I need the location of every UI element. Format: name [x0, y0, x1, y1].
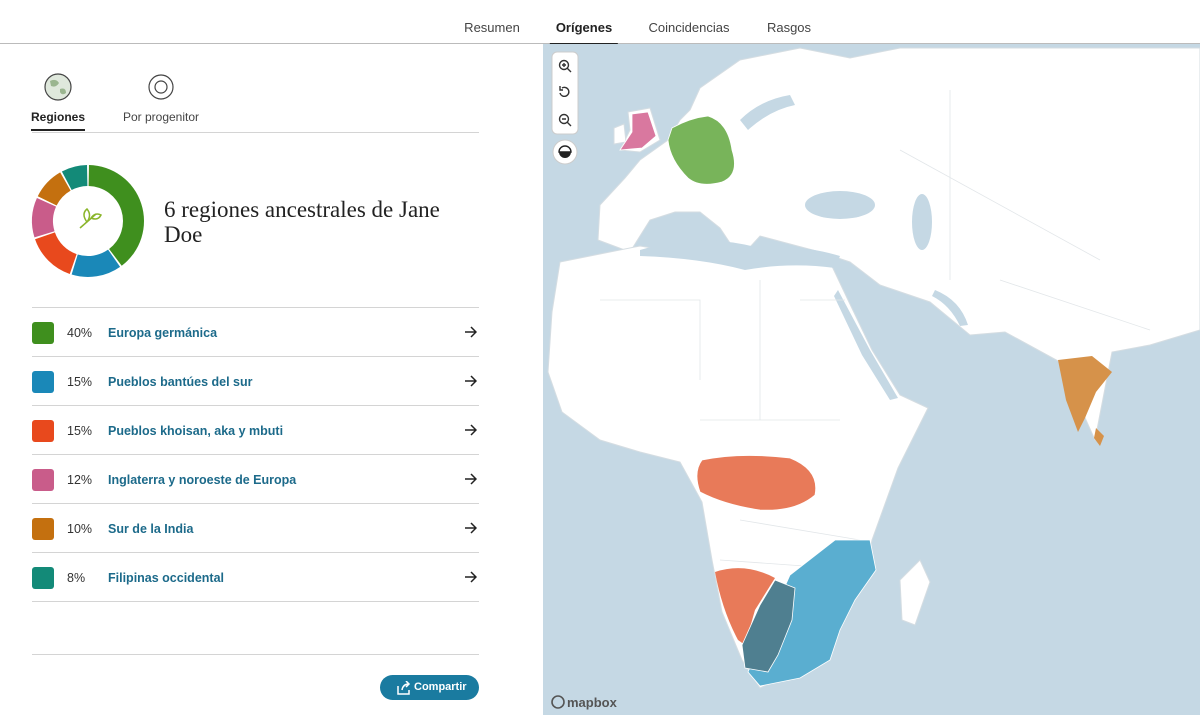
- zoom-out[interactable]: [558, 113, 570, 125]
- region-name: Pueblos khoisan, aka y mbuti: [108, 424, 284, 438]
- reset[interactable]: [559, 86, 570, 97]
- parent-icon[interactable]: [148, 74, 174, 100]
- view-tab[interactable]: Por progenitor: [122, 110, 200, 124]
- map-attribution: mapbox: [567, 695, 618, 710]
- region-percent: 15%: [67, 424, 93, 438]
- region-swatch: [32, 567, 54, 589]
- region-germanic: [667, 115, 735, 185]
- summary-title: 6 regiones ancestrales de Jane Doe: [164, 197, 440, 247]
- divider: [32, 601, 479, 602]
- globe-land: [50, 79, 66, 95]
- region-name: Pueblos bantúes del sur: [108, 375, 253, 389]
- inland-seas: [640, 95, 968, 400]
- divider: [32, 405, 479, 406]
- region-row[interactable]: 12% Inglaterra y noroeste de Europa: [32, 455, 479, 504]
- arrow-icon: [465, 571, 477, 583]
- map-controls: [551, 51, 579, 165]
- arrow-icon: [465, 522, 477, 534]
- contrast-icon-fill: [559, 152, 571, 158]
- divider: [32, 454, 479, 455]
- donut-segment: [61, 165, 88, 191]
- zoom-controls: [551, 51, 579, 135]
- left-panel: Regiones Por progenitor 6 regiones ancest…: [0, 44, 543, 715]
- arrow-path: [465, 522, 477, 534]
- arrow-icon: [465, 424, 477, 436]
- zoom-in[interactable]: [558, 59, 570, 71]
- region-swatch: [32, 469, 54, 491]
- arrow-path: [465, 326, 477, 338]
- divider: [32, 503, 479, 504]
- nav-tab[interactable]: Coincidencias: [648, 20, 730, 35]
- donut-segment: [35, 232, 77, 274]
- region-percent: 12%: [67, 473, 93, 487]
- region-swatch: [32, 371, 54, 393]
- mapbox-logo: [551, 695, 565, 709]
- region-row[interactable]: 15% Pueblos bantúes del sur: [32, 357, 479, 406]
- arrow-icon: [465, 375, 477, 387]
- region-swatch: [32, 420, 54, 442]
- region-england: [619, 111, 657, 151]
- region-overlap: [741, 579, 796, 673]
- donut-segment: [88, 165, 144, 266]
- map[interactable]: mapbox: [543, 44, 1200, 715]
- top-nav: Resumen Orígenes Coincidencias Rasgos: [0, 0, 1200, 45]
- region-percent: 15%: [67, 375, 93, 389]
- region-name: Sur de la India: [108, 522, 194, 536]
- leaf-icon: [79, 207, 103, 229]
- region-swatch: [32, 322, 54, 344]
- arrow-path: [465, 571, 477, 583]
- contrast-icon: [558, 145, 572, 153]
- divider: [32, 307, 479, 308]
- donut-segment: [37, 172, 71, 206]
- region-name: Filipinas occidental: [108, 571, 224, 585]
- ancestry-regions: [619, 111, 1112, 687]
- region-percent: 10%: [67, 522, 93, 536]
- arrow-path: [465, 375, 477, 387]
- region-south-india: [1058, 356, 1112, 446]
- globe-icon[interactable]: [44, 73, 72, 101]
- donut-segment: [71, 249, 121, 277]
- region-khoisan: [715, 568, 775, 645]
- region-name: Europa germánica: [108, 326, 218, 340]
- region-row[interactable]: 8% Filipinas occidental: [32, 553, 479, 602]
- region-name: Inglaterra y noroeste de Europa: [108, 473, 297, 487]
- divider: [32, 552, 479, 553]
- donut-chart: [31, 165, 144, 277]
- borders: [600, 90, 1151, 571]
- share-icon: [397, 681, 411, 695]
- arrow-path: [465, 473, 477, 485]
- region-row[interactable]: 10% Sur de la India: [32, 504, 479, 553]
- divider: [32, 654, 479, 655]
- region-percent: 40%: [67, 326, 93, 340]
- share-label: Compartir: [414, 681, 467, 693]
- view-icons: [44, 73, 174, 101]
- region-row[interactable]: 15% Pueblos khoisan, aka y mbuti: [32, 406, 479, 455]
- nav-tab[interactable]: Rasgos: [766, 20, 812, 35]
- nav-tab[interactable]: Orígenes: [549, 20, 619, 45]
- region-aka-mbuti: [696, 455, 817, 511]
- region-swatch: [32, 518, 54, 540]
- region-row[interactable]: 40% Europa germánica: [32, 308, 479, 357]
- divider: [32, 356, 479, 357]
- arrow-path: [465, 424, 477, 436]
- arrow-icon: [465, 473, 477, 485]
- divider: [32, 132, 479, 133]
- share-button[interactable]: Compartir: [380, 675, 479, 700]
- view-tab[interactable]: Regiones: [30, 110, 86, 131]
- nav-tab[interactable]: Resumen: [464, 20, 520, 35]
- arrow-icon: [465, 326, 477, 338]
- parent-icon-inner: [154, 80, 168, 94]
- donut-segment: [31, 198, 57, 238]
- region-percent: 8%: [67, 571, 86, 585]
